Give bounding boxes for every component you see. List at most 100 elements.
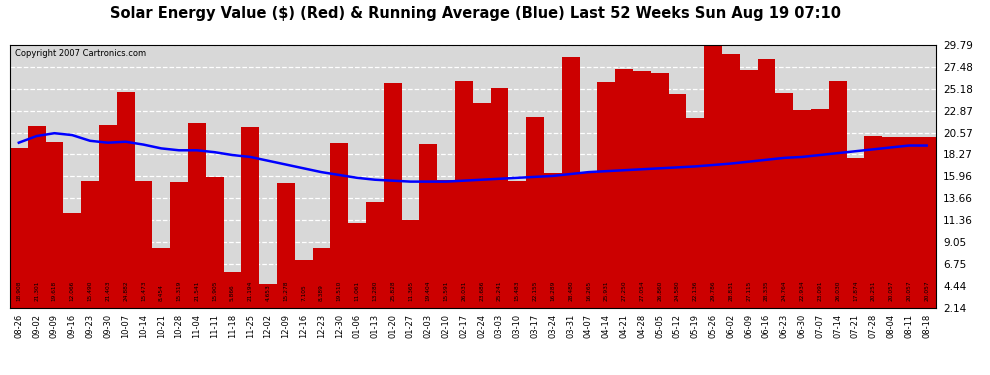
Text: 21.301: 21.301: [34, 281, 39, 301]
Bar: [686, 118, 704, 328]
Bar: [331, 142, 348, 328]
Bar: [793, 110, 811, 328]
Bar: [420, 144, 438, 328]
Text: 20.057: 20.057: [924, 280, 930, 301]
Bar: [668, 94, 686, 328]
Bar: [526, 117, 544, 328]
Bar: [366, 202, 384, 328]
Text: 19.510: 19.510: [337, 281, 342, 301]
Text: 15.278: 15.278: [283, 281, 288, 301]
Bar: [170, 182, 188, 328]
Text: 18.908: 18.908: [16, 281, 22, 301]
Text: 4.653: 4.653: [265, 285, 270, 301]
Bar: [597, 82, 615, 328]
Text: 24.580: 24.580: [675, 280, 680, 301]
Text: 22.934: 22.934: [800, 280, 805, 301]
Text: 11.365: 11.365: [408, 281, 413, 301]
Text: 25.931: 25.931: [604, 281, 609, 301]
Bar: [348, 223, 366, 328]
Text: 28.335: 28.335: [764, 280, 769, 301]
Text: 15.490: 15.490: [87, 281, 92, 301]
Bar: [846, 158, 864, 328]
Bar: [900, 137, 918, 328]
Bar: [188, 123, 206, 328]
Text: 8.389: 8.389: [319, 284, 324, 301]
Text: 20.057: 20.057: [889, 280, 894, 301]
Bar: [829, 81, 846, 328]
Bar: [775, 93, 793, 328]
Text: 26.860: 26.860: [657, 281, 662, 301]
Bar: [242, 127, 259, 328]
Text: 15.483: 15.483: [515, 281, 520, 301]
Bar: [402, 220, 420, 328]
Text: Copyright 2007 Cartronics.com: Copyright 2007 Cartronics.com: [15, 49, 146, 58]
Text: 23.091: 23.091: [818, 281, 823, 301]
Text: 26.030: 26.030: [836, 281, 841, 301]
Text: 25.828: 25.828: [390, 280, 395, 301]
Bar: [313, 248, 331, 328]
Bar: [206, 177, 224, 328]
Text: 27.054: 27.054: [640, 280, 644, 301]
Bar: [259, 284, 277, 328]
Bar: [152, 248, 170, 328]
Text: 7.105: 7.105: [301, 285, 306, 301]
Bar: [28, 126, 46, 328]
Text: 20.057: 20.057: [907, 280, 912, 301]
Text: 11.061: 11.061: [354, 281, 359, 301]
Bar: [384, 82, 402, 328]
Text: 13.280: 13.280: [372, 281, 377, 301]
Bar: [579, 173, 597, 328]
Text: 8.454: 8.454: [158, 284, 163, 301]
Bar: [811, 109, 829, 328]
Text: 24.764: 24.764: [782, 281, 787, 301]
Bar: [63, 213, 81, 328]
Text: 21.403: 21.403: [105, 281, 110, 301]
Bar: [224, 272, 242, 328]
Bar: [473, 103, 490, 328]
Text: 16.289: 16.289: [550, 281, 555, 301]
Text: 5.866: 5.866: [230, 285, 235, 301]
Text: 27.115: 27.115: [746, 281, 751, 301]
Bar: [704, 45, 722, 328]
Bar: [135, 181, 152, 328]
Bar: [615, 69, 633, 328]
Text: 17.874: 17.874: [853, 281, 858, 301]
Bar: [81, 181, 99, 328]
Bar: [650, 73, 668, 328]
Bar: [740, 70, 757, 328]
Bar: [295, 260, 313, 328]
Bar: [508, 181, 526, 328]
Text: 24.882: 24.882: [123, 280, 128, 301]
Text: 28.480: 28.480: [568, 280, 573, 301]
Bar: [918, 137, 936, 328]
Bar: [561, 57, 579, 328]
Bar: [438, 180, 455, 328]
Text: 22.136: 22.136: [693, 281, 698, 301]
Text: 29.786: 29.786: [711, 281, 716, 301]
Text: 15.591: 15.591: [444, 281, 448, 301]
Text: 25.241: 25.241: [497, 281, 502, 301]
Text: 15.473: 15.473: [141, 281, 146, 301]
Text: 27.250: 27.250: [622, 280, 627, 301]
Text: 15.319: 15.319: [176, 281, 181, 301]
Bar: [46, 142, 63, 328]
Bar: [455, 81, 473, 328]
Text: 19.404: 19.404: [426, 281, 431, 301]
Bar: [277, 183, 295, 328]
Text: 26.031: 26.031: [461, 281, 466, 301]
Text: 15.905: 15.905: [212, 281, 217, 301]
Text: 16.265: 16.265: [586, 281, 591, 301]
Text: 23.686: 23.686: [479, 281, 484, 301]
Text: 22.155: 22.155: [533, 281, 538, 301]
Text: 20.251: 20.251: [871, 281, 876, 301]
Text: Solar Energy Value ($) (Red) & Running Average (Blue) Last 52 Weeks Sun Aug 19 0: Solar Energy Value ($) (Red) & Running A…: [110, 6, 841, 21]
Text: 12.066: 12.066: [69, 281, 74, 301]
Bar: [544, 173, 561, 328]
Bar: [490, 88, 508, 328]
Bar: [757, 59, 775, 328]
Text: 21.194: 21.194: [248, 281, 252, 301]
Bar: [117, 92, 135, 328]
Text: 19.618: 19.618: [51, 281, 56, 301]
Bar: [864, 135, 882, 328]
Text: 21.541: 21.541: [194, 281, 199, 301]
